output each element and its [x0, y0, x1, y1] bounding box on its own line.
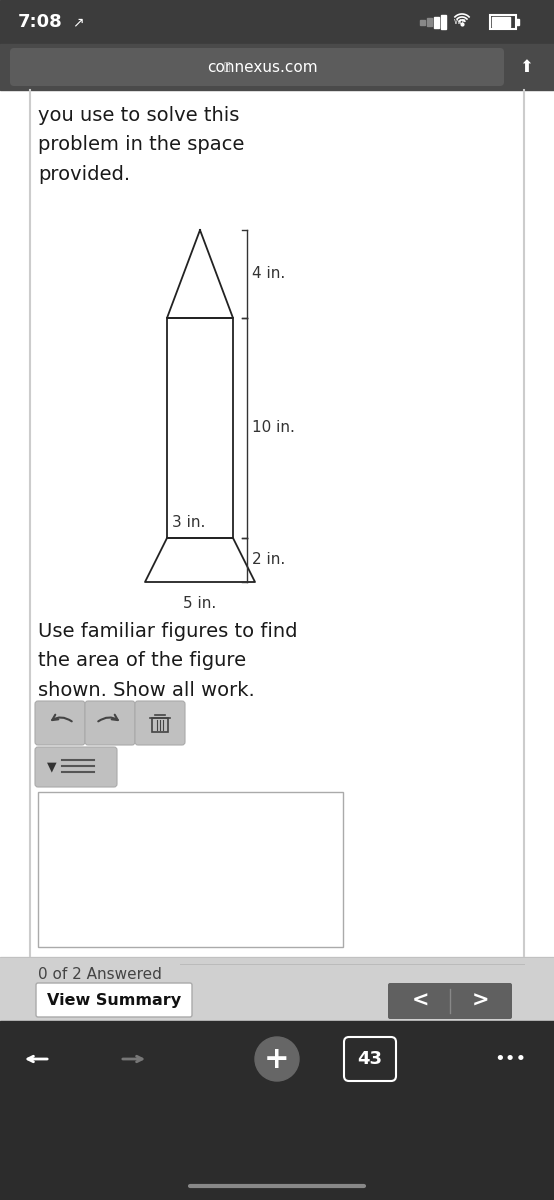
Circle shape [255, 1037, 299, 1081]
Text: ▼: ▼ [47, 761, 57, 774]
Text: 0 of 2 Answered: 0 of 2 Answered [38, 967, 162, 982]
Text: 7:08: 7:08 [18, 13, 63, 31]
Text: 2 in.: 2 in. [252, 552, 285, 568]
FancyBboxPatch shape [35, 746, 117, 787]
Bar [420, 19, 425, 24]
Text: ⬆: ⬆ [519, 58, 533, 76]
FancyBboxPatch shape [10, 48, 504, 86]
FancyBboxPatch shape [388, 983, 512, 1019]
Text: WiF: WiF [454, 19, 466, 25]
Text: View Summary: View Summary [47, 992, 181, 1008]
Bar [0, 0, 554, 44]
Bar [490, 14, 516, 29]
Text: >: > [471, 991, 489, 1010]
Bar [434, 17, 439, 28]
Text: +: + [264, 1044, 290, 1074]
FancyBboxPatch shape [85, 701, 135, 745]
Text: •••: ••• [494, 1050, 526, 1068]
Bar [427, 18, 432, 26]
Text: <: < [411, 991, 429, 1010]
Bar [441, 14, 446, 29]
Bar [152, 718, 168, 732]
Text: 🔒: 🔒 [224, 62, 230, 72]
Text: 10 in.: 10 in. [252, 420, 295, 436]
FancyBboxPatch shape [35, 701, 85, 745]
Text: Use familiar figures to find
the area of the figure
shown. Show all work.: Use familiar figures to find the area of… [38, 622, 297, 700]
Text: 4 in.: 4 in. [252, 266, 285, 282]
Bar [0, 958, 554, 1021]
FancyBboxPatch shape [36, 983, 192, 1018]
Text: 5 in.: 5 in. [183, 596, 217, 611]
Bar [0, 44, 554, 90]
Bar [516, 19, 519, 25]
Text: ↗: ↗ [72, 14, 84, 29]
Text: connexus.com: connexus.com [207, 60, 317, 74]
Text: 43: 43 [357, 1050, 382, 1068]
Bar [492, 17, 510, 26]
FancyBboxPatch shape [135, 701, 185, 745]
Text: you use to solve this
problem in the space
provided.: you use to solve this problem in the spa… [38, 106, 244, 184]
Bar [167, 318, 233, 538]
Bar [0, 1021, 554, 1200]
Bar [38, 792, 343, 947]
Text: 3 in.: 3 in. [172, 515, 206, 530]
